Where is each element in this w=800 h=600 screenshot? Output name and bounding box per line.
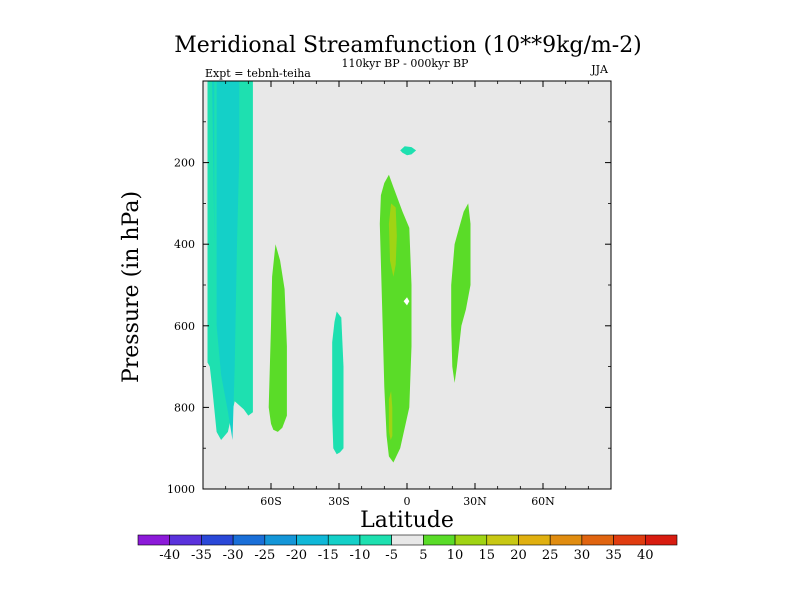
contour-region-subtrop-south-negative [332, 311, 344, 455]
colorbar-label: -15 [318, 548, 339, 563]
axes: 60S 30S 0 30N 60N 200 400 600 800 1000 [167, 80, 612, 508]
contour-region-upper-eq-negative [400, 146, 417, 156]
colorbar-box [232, 534, 266, 546]
colorbar-box [423, 534, 456, 546]
contour-region-nh-subtrop-positive [451, 203, 471, 383]
contour-region-sh-polar-strip [214, 81, 217, 383]
colorbar-label: -10 [349, 548, 370, 563]
colorbar-label: 5 [419, 548, 427, 563]
colorbar-label: 35 [605, 548, 622, 563]
contour-region-sh-polar-core [212, 81, 240, 440]
chart-right-string: JJA [590, 63, 609, 76]
x-tick-label: 30S [328, 495, 350, 508]
colorbar-label: 10 [447, 548, 464, 563]
x-tick-label: 30N [463, 495, 487, 508]
x-tick-label: 0 [404, 495, 411, 508]
contour-region-eq-lower-core [388, 391, 393, 440]
y-tick-label: 800 [174, 401, 195, 414]
colorbar-box [549, 534, 583, 546]
colorbar-label: -40 [159, 548, 180, 563]
colorbar-label: 30 [574, 548, 591, 563]
colorbar-box [201, 534, 234, 546]
colorbar-label: 40 [637, 548, 654, 563]
contour-region-eq-upper-core [388, 203, 397, 277]
plot-area [203, 81, 611, 489]
colorbar: -40 -35 -30 -25 -20 -15 -10 -5 5 10 15 20 25 30 35 40 [137, 534, 678, 563]
y-tick-label: 1000 [167, 483, 195, 496]
colorbar-label: -5 [385, 548, 398, 563]
x-tick-label: 60N [531, 495, 555, 508]
colorbar-box [518, 534, 551, 546]
y-tick-label: 200 [174, 157, 195, 170]
contour-region-midlat-south-positive [268, 244, 287, 432]
colorbar-box [644, 534, 678, 546]
chart-title: Meridional Streamfunction (10**9kg/m-2) [174, 33, 642, 58]
colorbar-box [391, 534, 424, 546]
x-tick-label: 60S [260, 495, 282, 508]
colorbar-box [327, 534, 361, 546]
y-tick-label: 400 [174, 238, 195, 251]
colorbar-label: 25 [542, 548, 559, 563]
colorbar-label: -25 [254, 548, 275, 563]
y-tick-label: 600 [174, 320, 195, 333]
colorbar-box [359, 534, 392, 546]
y-axis-label: Pressure (in hPa) [119, 191, 144, 383]
contour-region-eq-positive [379, 174, 412, 463]
x-axis-label: Latitude [360, 508, 454, 533]
colorbar-box [137, 534, 171, 546]
colorbar-box [454, 534, 488, 546]
contour-region-missing-spot [403, 297, 410, 306]
colorbar-label: 15 [478, 548, 495, 563]
chart-center-string: 110kyr BP - 000kyr BP [342, 57, 470, 70]
colorbar-box [296, 534, 329, 546]
colorbar-box [581, 534, 614, 546]
colorbar-label: 20 [510, 548, 527, 563]
chart-left-string: Expt = tebnh-teiha [205, 67, 311, 80]
colorbar-label: -30 [223, 548, 244, 563]
colorbar-box [486, 534, 519, 546]
colorbar-box [264, 534, 297, 546]
colorbar-label: -35 [191, 548, 212, 563]
colorbar-box [169, 534, 202, 546]
colorbar-box [613, 534, 646, 546]
colorbar-label: -20 [286, 548, 307, 563]
